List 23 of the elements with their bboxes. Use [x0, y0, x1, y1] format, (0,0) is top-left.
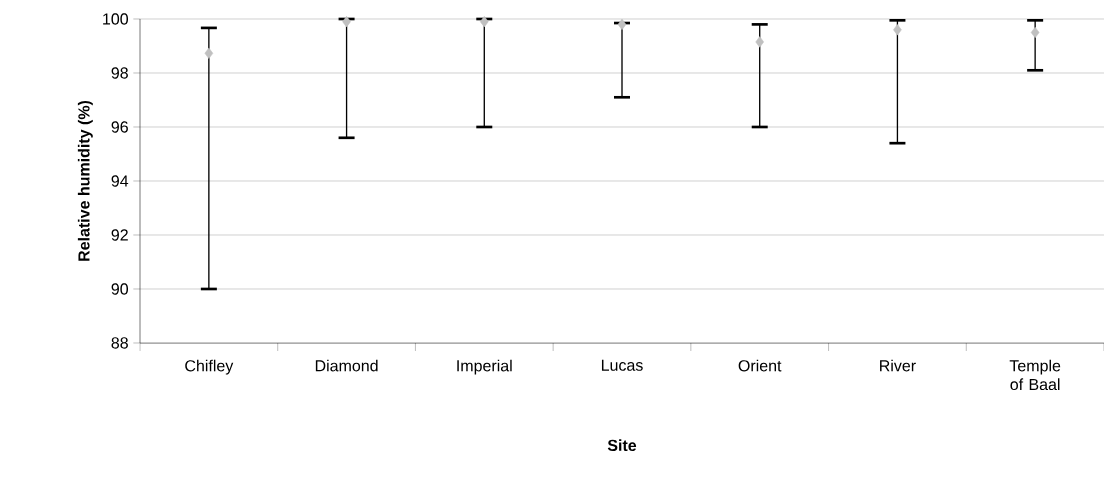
- point: [617, 18, 627, 30]
- x-tick-label: Temple of Baal: [1009, 359, 1061, 391]
- point: [893, 24, 902, 36]
- point: [204, 47, 214, 59]
- point: [1030, 26, 1040, 39]
- point: [755, 36, 764, 48]
- y-tick-label: 88: [111, 337, 128, 349]
- x-axis-title: Site: [607, 439, 637, 452]
- x-tick-label: Lucas: [601, 359, 643, 371]
- y-tick-label: 96: [111, 121, 128, 133]
- y-tick-label: 94: [111, 175, 129, 187]
- y-axis-title: Relative humidity (%): [77, 100, 93, 261]
- y-tick-label: 92: [111, 229, 128, 241]
- point: [342, 16, 351, 28]
- y-tick-label: 98: [111, 67, 128, 79]
- y-tick-label: 90: [111, 283, 129, 295]
- x-tick-label: Orient: [738, 359, 782, 372]
- x-tick-label: River: [880, 359, 916, 372]
- point: [480, 16, 489, 28]
- x-tick-label: Chifley: [185, 359, 234, 375]
- x-tick-label: Diamond: [315, 359, 378, 372]
- x-tick-label: Imperial: [457, 359, 512, 375]
- y-tick-label: 100: [103, 13, 129, 25]
